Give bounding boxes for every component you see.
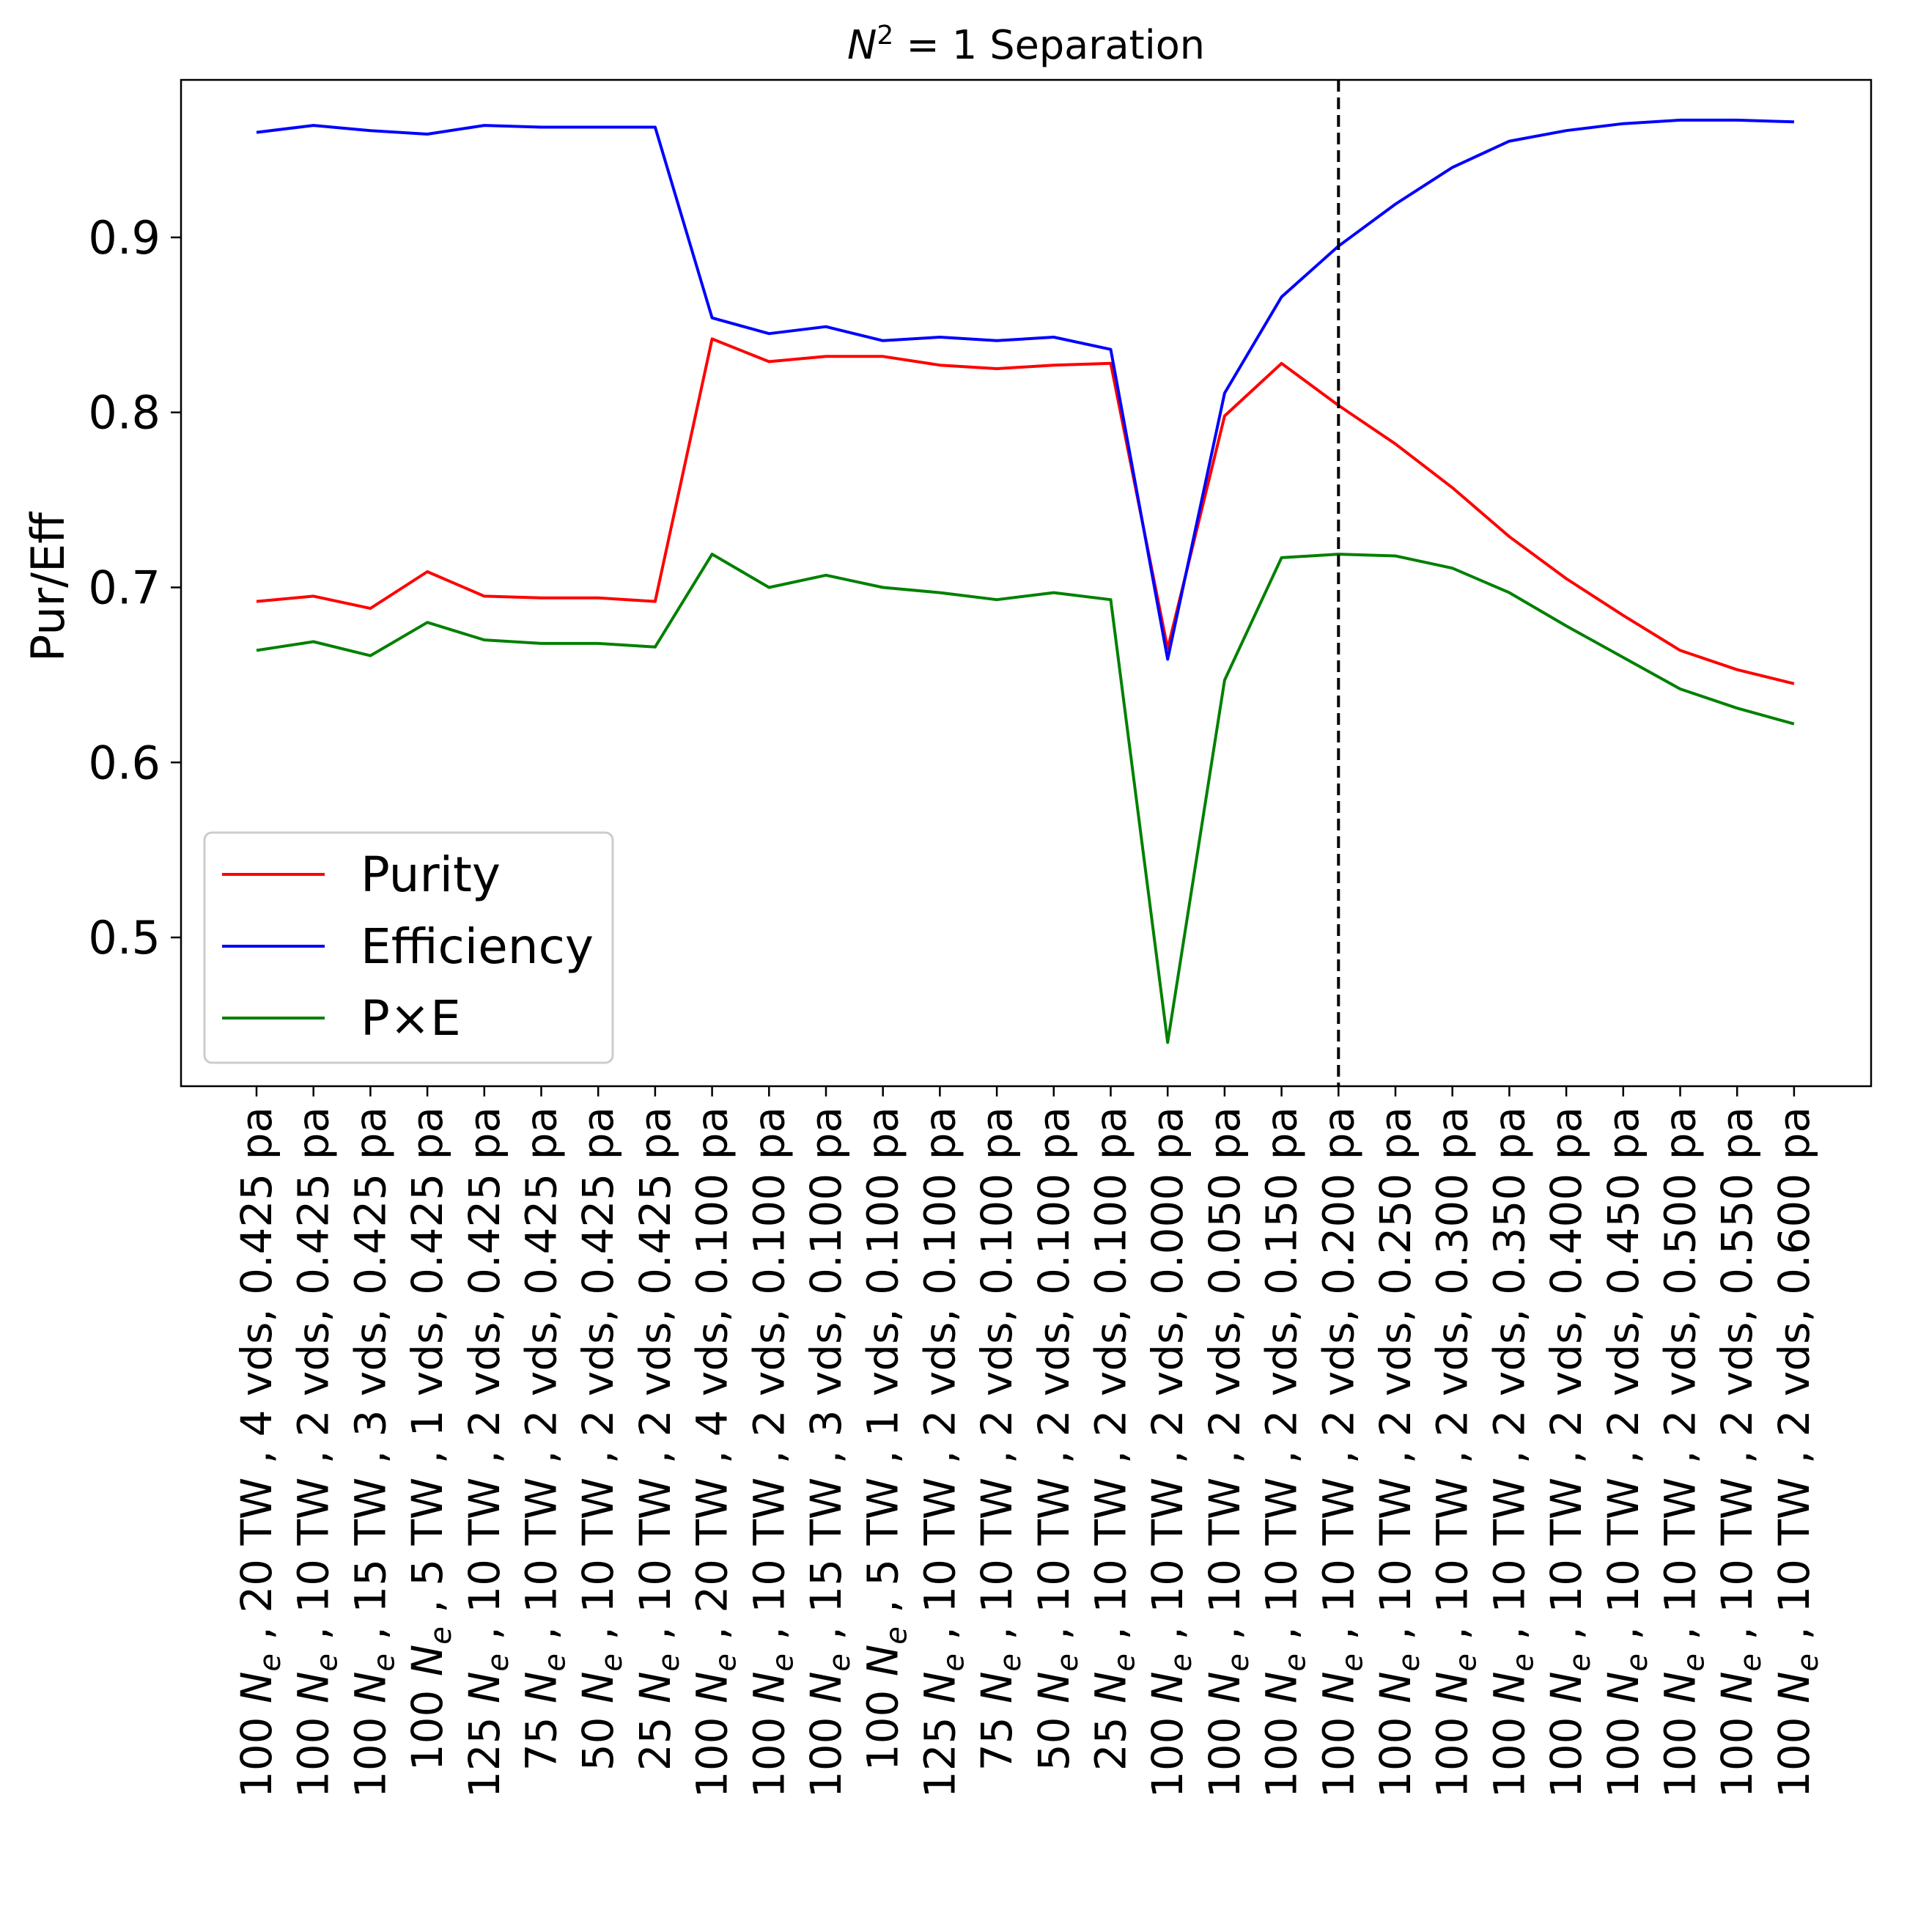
legend-label: Efficiency [361, 918, 594, 975]
x-tick-label: 100 Ne , 10 TW , 2 vds, 0.250 pa [1371, 1107, 1426, 1798]
y-tick-label: 0.6 [88, 736, 161, 789]
y-axis-label: Pur/Eff [21, 512, 75, 662]
x-tick-label: 100 Ne , 5 TW , 1 vds, 0.425 pa [402, 1107, 458, 1771]
x-tick-label: 25 Ne , 10 TW , 2 vds, 0.425 pa [630, 1107, 686, 1771]
x-tick-label: 75 Ne , 10 TW , 2 vds, 0.425 pa [517, 1107, 572, 1771]
x-tick-label: 100 Ne , 10 TW , 2 vds, 0.050 pa [1200, 1107, 1255, 1798]
x-tick-label: 100 Ne , 10 TW , 2 vds, 0.350 pa [1484, 1107, 1540, 1798]
y-tick-label: 0.7 [88, 561, 161, 614]
x-tick-label: 125 Ne , 10 TW , 2 vds, 0.100 pa [915, 1107, 970, 1798]
x-tick-label: 100 Ne , 10 TW , 2 vds, 0.550 pa [1712, 1107, 1768, 1798]
title-symbol: N [847, 22, 877, 68]
y-tick-label: 0.8 [88, 386, 161, 440]
x-tick-label: 50 Ne , 10 TW , 2 vds, 0.100 pa [1029, 1107, 1085, 1771]
x-tick-label: 100 Ne , 10 TW , 2 vds, 0.425 pa [289, 1107, 344, 1798]
x-tick-label: 100 Ne , 10 TW , 2 vds, 0.450 pa [1598, 1107, 1654, 1798]
series-line-p-e [256, 553, 1795, 1044]
legend-box [203, 831, 614, 1064]
series-line-efficiency [256, 118, 1794, 661]
x-tick-label: 100 Ne , 10 TW , 2 vds, 0.000 pa [1143, 1107, 1198, 1798]
x-tick-label: 100 Ne , 10 TW , 2 vds, 0.300 pa [1428, 1107, 1483, 1798]
axes-frame [180, 78, 1873, 1088]
x-tick-label: 75 Ne , 10 TW , 2 vds, 0.100 pa [972, 1107, 1028, 1771]
x-tick-label: 100 Ne , 10 TW , 2 vds, 0.500 pa [1656, 1107, 1711, 1798]
x-tick-label: 100 Ne , 15 TW , 3 vds, 0.425 pa [345, 1107, 401, 1798]
legend-label: Purity [361, 847, 501, 903]
x-tick-label: 100 Ne , 20 TW , 4 vds, 0.425 pa [232, 1107, 287, 1798]
x-tick-label: 50 Ne , 10 TW , 2 vds, 0.425 pa [573, 1107, 629, 1771]
x-tick-label: 25 Ne , 10 TW , 2 vds, 0.100 pa [1086, 1107, 1142, 1771]
x-tick-label: 100 Ne , 10 TW , 2 vds, 0.200 pa [1313, 1107, 1369, 1798]
x-tick-label: 125 Ne , 10 TW , 2 vds, 0.425 pa [460, 1107, 515, 1798]
series-line-purity [256, 337, 1795, 685]
legend: Purity Efficiency P×E [203, 831, 614, 1064]
x-tick-label: 100 Ne , 10 TW , 2 vds, 0.400 pa [1541, 1107, 1597, 1798]
x-tick-label: 100 Ne , 20 TW , 4 vds, 0.100 pa [687, 1107, 743, 1798]
y-axis-ticks: 0.5 0.6 0.7 0.8 0.9 [88, 211, 181, 965]
x-tick-label: 100 Ne , 10 TW , 2 vds, 0.150 pa [1257, 1107, 1313, 1798]
x-tick-label: 100 Ne , 5 TW , 1 vds, 0.100 pa [858, 1107, 914, 1771]
chart-title: N2 = 1 Separation [847, 21, 1205, 68]
title-text: = 1 Separation [893, 22, 1205, 68]
x-tick-label: 100 Ne , 10 TW , 2 vds, 0.100 pa [744, 1107, 800, 1798]
title-superscript: 2 [877, 21, 893, 51]
x-tick-label: 100 Ne , 15 TW , 3 vds, 0.100 pa [801, 1107, 857, 1798]
y-tick-label: 0.9 [88, 211, 161, 265]
x-tick-label: 100 Ne , 10 TW , 2 vds, 0.600 pa [1769, 1107, 1825, 1798]
plot-area [180, 78, 1873, 1088]
legend-label: P×E [361, 990, 461, 1047]
y-tick-label: 0.5 [88, 911, 161, 965]
